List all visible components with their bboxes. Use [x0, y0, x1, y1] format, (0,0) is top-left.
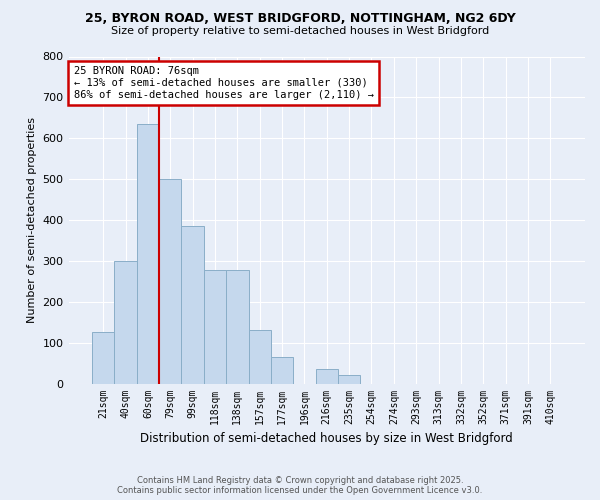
Bar — [204, 270, 226, 384]
Bar — [248, 330, 271, 384]
Bar — [338, 376, 361, 384]
Text: Contains HM Land Registry data © Crown copyright and database right 2025.
Contai: Contains HM Land Registry data © Crown c… — [118, 476, 482, 495]
Bar — [271, 357, 293, 384]
Bar — [226, 270, 248, 384]
Bar — [92, 332, 115, 384]
Bar — [159, 179, 181, 384]
Bar — [137, 124, 159, 384]
Text: 25 BYRON ROAD: 76sqm
← 13% of semi-detached houses are smaller (330)
86% of semi: 25 BYRON ROAD: 76sqm ← 13% of semi-detac… — [74, 66, 374, 100]
Text: 25, BYRON ROAD, WEST BRIDGFORD, NOTTINGHAM, NG2 6DY: 25, BYRON ROAD, WEST BRIDGFORD, NOTTINGH… — [85, 12, 515, 26]
Text: Size of property relative to semi-detached houses in West Bridgford: Size of property relative to semi-detach… — [111, 26, 489, 36]
Bar — [316, 369, 338, 384]
Bar — [115, 261, 137, 384]
X-axis label: Distribution of semi-detached houses by size in West Bridgford: Distribution of semi-detached houses by … — [140, 432, 513, 445]
Y-axis label: Number of semi-detached properties: Number of semi-detached properties — [27, 117, 37, 323]
Bar — [181, 226, 204, 384]
